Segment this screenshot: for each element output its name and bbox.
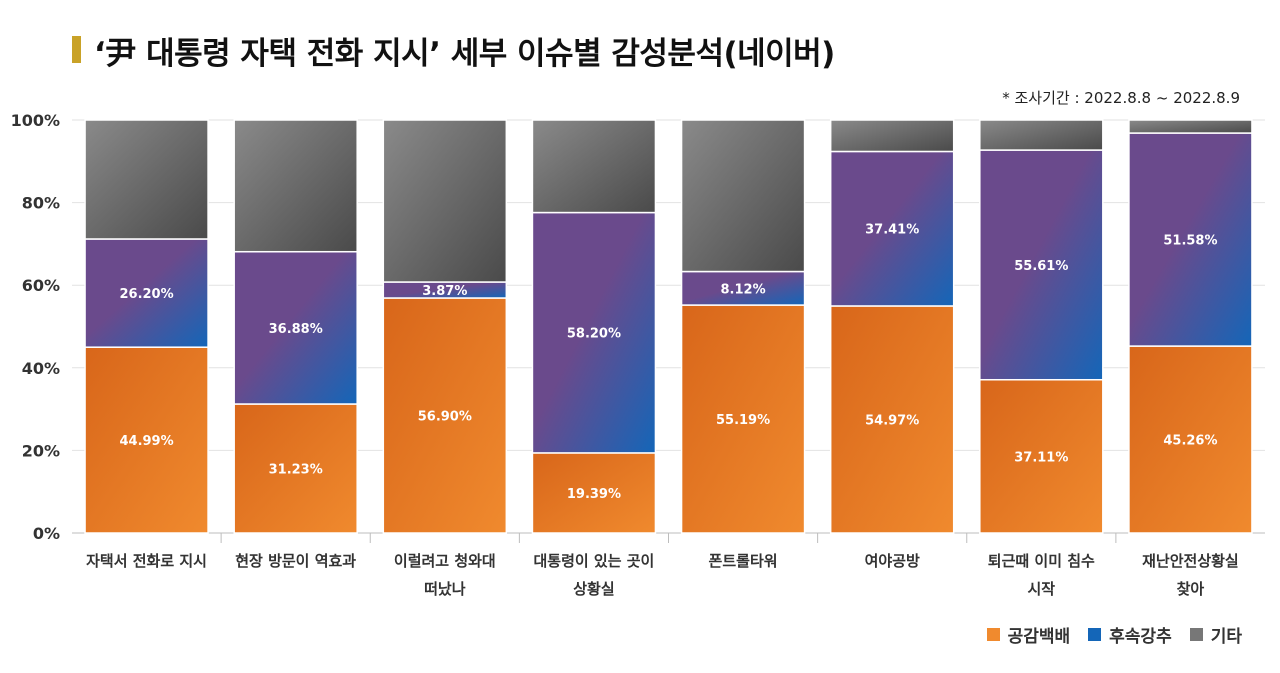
x-category-label: 시작	[1028, 580, 1056, 598]
data-label: 37.41%	[865, 223, 919, 238]
data-label: 31.23%	[269, 463, 323, 478]
bar-segment-followup	[1128, 132, 1253, 347]
x-category-label: 떠났나	[424, 580, 466, 598]
bar-segment-other	[233, 119, 358, 253]
x-category-label: 자택서 전화로 지시	[86, 552, 207, 570]
data-label: 26.20%	[119, 287, 173, 302]
x-category-label: 현장 방문이 역효과	[235, 552, 356, 570]
data-label: 36.88%	[269, 322, 323, 337]
data-label: 8.12%	[721, 282, 766, 297]
legend-label-other: 기타	[1210, 627, 1242, 647]
data-label: 56.90%	[418, 410, 472, 425]
x-category-label: 여야공방	[865, 552, 920, 570]
bar-segment-empathy	[1128, 345, 1253, 534]
survey-period: * 조사기간 : 2022.8.8 ~ 2022.8.9	[1002, 89, 1240, 107]
bar-segment-empathy	[829, 305, 955, 534]
bar-segment-other	[829, 119, 955, 153]
legend-swatch-empathy	[986, 628, 1000, 641]
bar-segment-other	[680, 119, 806, 273]
data-label: 55.61%	[1014, 259, 1068, 274]
y-tick-label: 40%	[22, 359, 60, 378]
bar-segment-other	[531, 119, 657, 214]
x-category-label: 퇴근때 이미 침수	[988, 552, 1095, 570]
x-category-label: 재난안전상황실	[1142, 552, 1239, 570]
y-tick-label: 20%	[22, 441, 60, 460]
bar-segment-empathy	[680, 304, 806, 534]
bar-segment-followup	[531, 211, 657, 454]
bar-segment-other	[84, 119, 209, 240]
legend-label-empathy: 공감백배	[1007, 627, 1071, 647]
x-category-label: 상황실	[573, 580, 614, 598]
y-tick-label: 0%	[33, 524, 60, 543]
x-category-label: 폰트롤타워	[709, 552, 778, 570]
legend-item-other: 기타	[1189, 622, 1242, 647]
x-category-label: 찾아	[1177, 580, 1205, 598]
bar-segment-empathy	[382, 297, 508, 534]
legend: 공감백배 후속강추 기타	[986, 622, 1242, 647]
x-category-label: 이럴려고 청와대	[394, 552, 496, 570]
data-label: 3.87%	[422, 284, 467, 299]
legend-item-empathy: 공감백배	[986, 622, 1071, 647]
bar-segment-empathy	[979, 378, 1104, 534]
data-label: 55.19%	[716, 413, 770, 428]
data-label: 54.97%	[865, 413, 919, 428]
bar-segment-followup	[680, 270, 806, 306]
legend-swatch-followup	[1088, 628, 1102, 641]
title-accent-bar	[72, 36, 81, 63]
bar-segment-other	[382, 119, 508, 283]
data-label: 45.26%	[1163, 434, 1217, 449]
data-label: 51.58%	[1163, 234, 1217, 249]
legend-label-followup: 후속강추	[1109, 627, 1172, 647]
y-tick-label: 60%	[22, 276, 60, 295]
y-tick-label: 80%	[22, 194, 60, 213]
data-label: 58.20%	[567, 327, 621, 342]
data-label: 19.39%	[567, 487, 621, 502]
y-tick-label: 100%	[11, 111, 60, 130]
legend-item-followup: 후속강추	[1088, 622, 1172, 647]
bar-segment-empathy	[531, 452, 657, 534]
legend-swatch-other	[1189, 628, 1203, 641]
data-label: 44.99%	[119, 434, 173, 449]
chart-title: ‘尹 대통령 자택 전화 지시’ 세부 이슈별 감성분석(네이버)	[94, 36, 835, 72]
bar-segment-followup	[233, 250, 358, 405]
data-label: 37.11%	[1014, 450, 1068, 465]
x-category-label: 대통령이 있는 곳이	[534, 552, 655, 570]
bar-segment-other	[1128, 119, 1253, 134]
bar-segment-other	[979, 119, 1104, 151]
